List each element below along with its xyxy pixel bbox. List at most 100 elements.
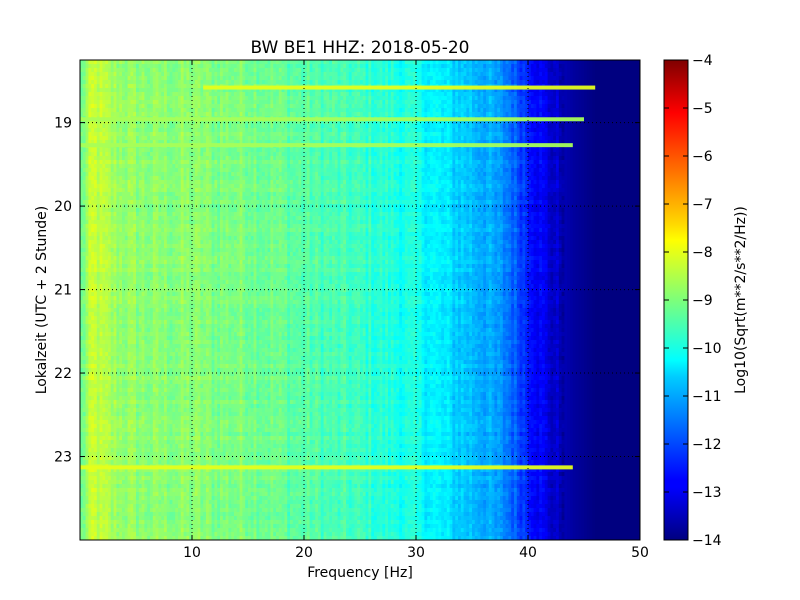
heatmap-cell [113, 128, 117, 133]
heatmap-cell [164, 132, 168, 137]
heatmap-cell [620, 68, 624, 73]
heatmap-cell [138, 60, 143, 65]
heatmap-cell [242, 76, 246, 81]
heatmap-cell [455, 68, 459, 73]
heatmap-cell [564, 112, 568, 117]
heatmap-cell [183, 136, 187, 141]
heatmap-cell [413, 120, 417, 125]
heatmap-cell [250, 72, 255, 77]
heatmap-cell [323, 92, 327, 97]
heatmap-cell [354, 108, 358, 113]
heatmap-cell [320, 68, 325, 73]
heatmap-cell [609, 76, 613, 81]
heatmap-cell [248, 136, 252, 141]
heatmap-cell [424, 72, 428, 77]
heatmap-cell [284, 108, 288, 113]
heatmap-cell [278, 128, 283, 133]
heatmap-cell [169, 104, 173, 109]
heatmap-cell [318, 68, 322, 73]
heatmap-cell [390, 100, 395, 105]
heatmap-cell [410, 68, 414, 73]
heatmap-cell [558, 72, 563, 77]
chart-title: BW BE1 HHZ: 2018-05-20 [250, 38, 469, 58]
heatmap-cell [494, 128, 498, 133]
heatmap-cell [110, 140, 115, 145]
heatmap-cell [147, 96, 151, 101]
heatmap-cell [606, 92, 610, 97]
heatmap-cell [396, 112, 400, 117]
heatmap-cell [634, 112, 638, 117]
heatmap-cell [525, 60, 529, 65]
heatmap-cell [606, 68, 610, 73]
heatmap-cell [276, 88, 280, 93]
heatmap-cell [458, 124, 462, 129]
heatmap-cell [211, 128, 215, 133]
heatmap-cell [99, 140, 103, 145]
heatmap-cell [491, 76, 495, 81]
heatmap-cell [536, 112, 540, 117]
heatmap-cell [365, 104, 369, 109]
heatmap-cell [276, 136, 280, 141]
heatmap-cell [85, 100, 89, 105]
heatmap-cell [556, 88, 560, 93]
heatmap-cell [472, 80, 476, 85]
heatmap-cell [141, 124, 145, 129]
heatmap-cell [480, 80, 484, 85]
heatmap-cell [273, 132, 277, 137]
heatmap-cell [519, 60, 523, 65]
heatmap-cell [388, 80, 392, 85]
heatmap-cell [253, 88, 257, 93]
heatmap-cell [141, 104, 145, 109]
heatmap-cell [500, 136, 504, 141]
heatmap-cell [298, 64, 302, 69]
heatmap-cell [158, 96, 162, 101]
heatmap-cell [119, 88, 123, 93]
heatmap-cell [365, 132, 369, 137]
heatmap-cell [108, 88, 112, 93]
heatmap-cell [581, 108, 585, 113]
heatmap-cell [514, 128, 518, 133]
heatmap-cell [407, 92, 411, 97]
heatmap-cell [138, 68, 143, 73]
heatmap-cell [169, 132, 173, 137]
heatmap-cell [374, 80, 378, 85]
heatmap-cell [407, 68, 411, 73]
heatmap-cell [463, 80, 467, 85]
heatmap-cell [528, 68, 532, 73]
heatmap-cell [208, 136, 213, 141]
heatmap-cell [558, 76, 563, 81]
heatmap-cell [334, 136, 339, 141]
heatmap-cell [189, 140, 193, 145]
heatmap-cell [418, 124, 423, 129]
heatmap-cell [164, 88, 168, 93]
heatmap-cell [144, 112, 148, 117]
heatmap-cell [203, 104, 207, 109]
heatmap-cell [287, 108, 291, 113]
heatmap-cell [127, 112, 131, 117]
heatmap-cell [206, 92, 210, 97]
heatmap-cell [575, 120, 579, 125]
heatmap-cell [438, 104, 442, 109]
heatmap-cell [122, 100, 126, 105]
heatmap-cell [486, 76, 490, 81]
heatmap-cell [306, 76, 311, 81]
heatmap-cell [245, 128, 249, 133]
heatmap-cell [578, 112, 582, 117]
heatmap-cell [376, 124, 381, 129]
heatmap-cell [497, 88, 501, 93]
heatmap-cell [354, 64, 358, 69]
heatmap-cell [558, 68, 563, 73]
heatmap-cell [463, 60, 467, 65]
heatmap-cell [376, 60, 381, 65]
heatmap-cell [228, 132, 232, 137]
heatmap-cell [200, 84, 204, 89]
heatmap-cell [276, 80, 280, 85]
heatmap-cell [158, 108, 162, 113]
heatmap-cell [626, 116, 630, 121]
heatmap-cell [416, 76, 420, 81]
heatmap-cell [186, 64, 190, 69]
heatmap-cell [416, 92, 420, 97]
heatmap-cell [550, 104, 554, 109]
heatmap-cell [357, 60, 361, 65]
heatmap-cell [466, 88, 470, 93]
